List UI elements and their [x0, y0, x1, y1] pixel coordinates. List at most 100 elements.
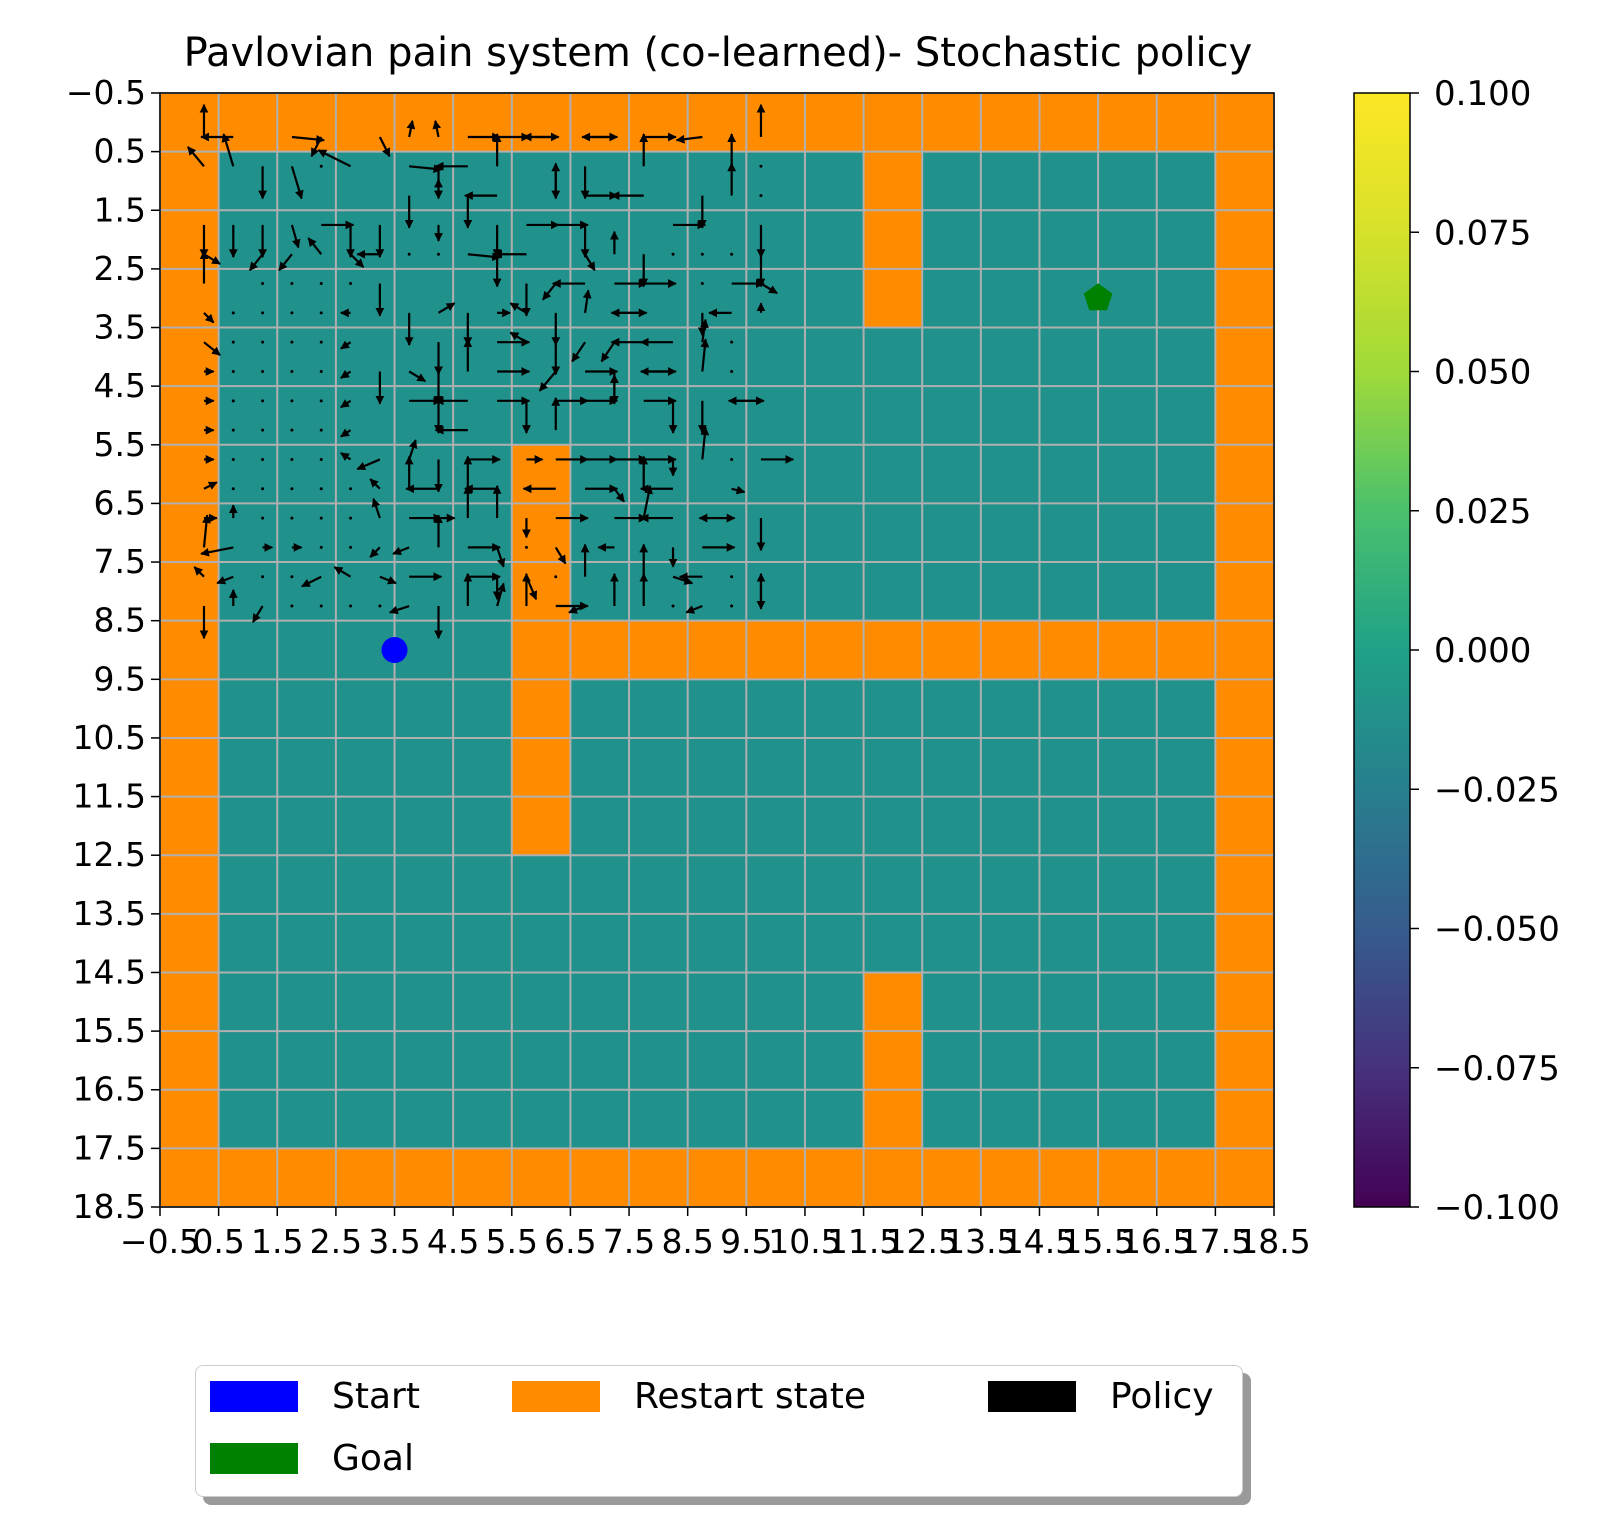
free-cell [394, 327, 454, 387]
y-tick-label: 16.5 [73, 1070, 146, 1109]
free-cell [922, 1031, 982, 1091]
free-cell [980, 210, 1041, 270]
free-cell [1098, 1089, 1158, 1149]
legend-label-restart-state: Restart state [634, 1375, 867, 1417]
free-cell [980, 327, 1041, 387]
x-tick-label: 18.5 [1237, 1222, 1310, 1261]
free-cell [335, 679, 396, 739]
y-tick-label: 13.5 [73, 894, 146, 933]
free-cell [863, 444, 923, 505]
free-cell [980, 268, 1041, 329]
free-cell [1039, 444, 1099, 505]
x-tick-label: 1.5 [251, 1222, 303, 1261]
free-cell [453, 1031, 513, 1091]
policy-arrow [187, 146, 205, 167]
policy-arrow [231, 370, 235, 373]
y-tick-label: 1.5 [94, 190, 146, 229]
free-cell [804, 913, 865, 974]
policy-arrow [319, 545, 323, 549]
free-cell [980, 796, 1041, 856]
free-cell [1156, 796, 1216, 856]
free-cell [1039, 737, 1099, 798]
restart-cell [160, 210, 220, 270]
free-cell [804, 503, 865, 563]
free-cell [335, 855, 396, 915]
legend-swatch-restart-state [512, 1380, 600, 1412]
legend-item-restart-state: Restart state [512, 1375, 867, 1417]
restart-cell [1215, 620, 1275, 680]
free-cell [511, 1031, 572, 1091]
policy-arrow [319, 370, 323, 373]
free-cell [922, 737, 982, 798]
legend-item-goal: Goal [210, 1438, 414, 1479]
policy-arrow [319, 340, 323, 344]
policy-arrow [248, 253, 264, 272]
policy-arrows [187, 103, 795, 640]
chart-title: Pavlovian pain system (co-learned)- Stoc… [184, 30, 1253, 76]
legend-label-start: Start [332, 1375, 420, 1417]
policy-arrow [730, 457, 734, 461]
restart-cell [277, 93, 337, 153]
free-cell [277, 386, 337, 446]
free-cell [1156, 1031, 1216, 1091]
free-cell [1039, 1089, 1099, 1149]
policy-arrow [371, 497, 381, 519]
free-cell [804, 386, 865, 446]
policy-arrow [495, 282, 499, 286]
policy-arrow [319, 516, 323, 520]
free-cell [629, 327, 689, 387]
restart-cell [511, 679, 572, 739]
policy-arrow [340, 369, 352, 379]
policy-arrow [319, 282, 323, 286]
free-cell [1156, 268, 1216, 329]
free-cell [335, 913, 396, 974]
restart-cell [1215, 1031, 1275, 1091]
free-cell [863, 503, 923, 563]
policy-arrow [730, 545, 734, 549]
free-cell [629, 210, 689, 270]
policy-arrow [221, 133, 235, 167]
x-tick-label: 9.5 [720, 1222, 772, 1261]
free-cell [687, 1031, 747, 1091]
free-cell [453, 972, 513, 1032]
free-cell [335, 151, 396, 211]
free-cell [863, 327, 923, 387]
free-cell [804, 679, 865, 739]
restart-cell [629, 93, 689, 153]
free-cell [570, 562, 630, 622]
policy-arrow [333, 566, 352, 578]
free-cell [1098, 679, 1158, 739]
policy-arrow [407, 252, 411, 256]
y-tick-label: 7.5 [94, 542, 146, 581]
free-cell [570, 386, 630, 446]
free-cell [394, 151, 454, 211]
colorbar-tick-label: −0.025 [1434, 770, 1560, 810]
free-cell [277, 503, 337, 563]
restart-cell [863, 1148, 923, 1208]
free-cell [629, 503, 689, 563]
free-cell [746, 1031, 806, 1091]
legend-label-policy: Policy [1110, 1375, 1214, 1417]
free-cell [453, 913, 513, 974]
policy-arrow [759, 545, 763, 549]
policy-arrow [340, 399, 352, 409]
plot-frame [159, 92, 1275, 1208]
free-cell [511, 972, 572, 1032]
x-tick-label: 0.5 [192, 1222, 244, 1261]
policy-arrow [642, 484, 653, 519]
policy-arrow [193, 566, 205, 578]
policy-arrow [760, 282, 778, 295]
policy-arrow [231, 457, 235, 461]
free-cell [218, 210, 278, 270]
free-cell [629, 737, 689, 798]
x-tick-label: 13.5 [944, 1222, 1017, 1261]
free-cell [218, 913, 278, 974]
restart-cell [687, 620, 747, 680]
policy-arrow [349, 545, 353, 549]
colorbar-tick-label: 0.025 [1434, 492, 1531, 532]
free-cell [1156, 679, 1216, 739]
policy-arrow [261, 370, 265, 373]
restart-cell [511, 562, 572, 622]
restart-cell [1215, 93, 1275, 153]
free-cell [922, 796, 982, 856]
